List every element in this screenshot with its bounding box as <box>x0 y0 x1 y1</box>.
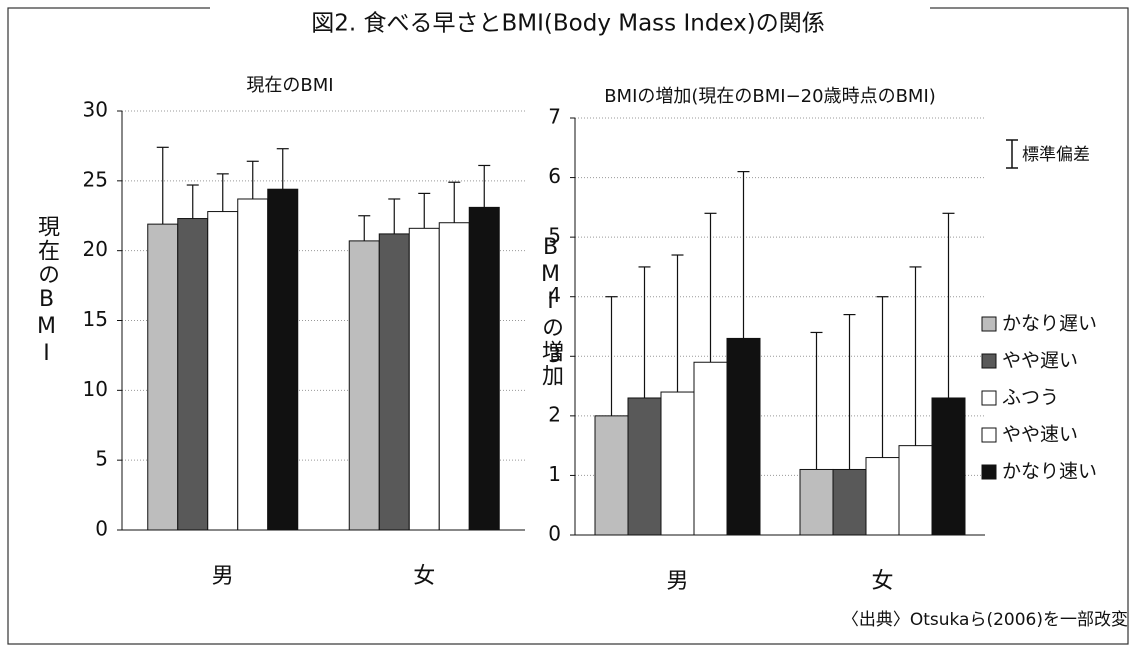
bar <box>594 415 629 536</box>
error-note: 標準偏差 <box>1022 145 1090 165</box>
source-note: 〈出典〉Otsukaら(2006)を一部改変 <box>842 610 1128 630</box>
bar <box>832 468 867 536</box>
y-tick-label: 0 <box>548 522 561 546</box>
bar <box>931 397 966 536</box>
y-tick-label: 2 <box>548 402 561 426</box>
bar <box>378 233 410 531</box>
y-axis-label: BMIの増加 <box>538 235 564 388</box>
legend-swatch <box>981 316 997 332</box>
bar <box>468 206 500 531</box>
x-tick-label: 女 <box>871 569 893 594</box>
bar <box>438 222 470 531</box>
bar <box>660 391 695 536</box>
bar <box>693 361 728 536</box>
bar <box>726 337 761 536</box>
bar <box>408 227 440 531</box>
y-tick-label: 0 <box>95 517 108 541</box>
figure-title: 図2. 食べる早さとBMI(Body Mass Index)の関係 <box>311 11 825 37</box>
bar <box>627 397 662 536</box>
bar <box>348 240 380 531</box>
bar <box>799 468 834 536</box>
x-tick-label: 男 <box>666 569 688 594</box>
legend-swatch <box>981 390 997 406</box>
x-tick-label: 男 <box>212 564 234 589</box>
y-tick-label: 6 <box>548 164 561 188</box>
bar <box>207 211 239 531</box>
y-tick-label: 4 <box>548 283 561 307</box>
bar <box>898 445 933 536</box>
y-tick-label: 1 <box>548 462 561 486</box>
y-tick-label: 25 <box>83 167 108 191</box>
y-tick-label: 5 <box>548 224 561 248</box>
legend-label: やや遅い <box>1002 350 1078 372</box>
legend-label: やや速い <box>1002 424 1078 446</box>
title-backdrop <box>210 0 930 30</box>
legend-label: ふつう <box>1002 387 1059 409</box>
y-tick-label: 10 <box>83 377 108 401</box>
x-tick-label: 女 <box>413 564 435 589</box>
bar <box>237 198 269 531</box>
legend-label: かなり遅い <box>1002 313 1097 335</box>
y-tick-label: 30 <box>83 98 108 122</box>
legend-swatch <box>981 464 997 480</box>
y-tick-label: 20 <box>83 237 108 261</box>
y-tick-label: 5 <box>95 447 108 471</box>
chart-title: BMIの増加(現在のBMI−20歳時点のBMI) <box>604 86 936 107</box>
y-tick-label: 7 <box>548 105 561 129</box>
bar <box>147 223 179 531</box>
legend-swatch <box>981 427 997 443</box>
chart-title: 現在のBMI <box>246 75 333 96</box>
y-tick-label: 15 <box>83 307 108 331</box>
y-tick-label: 3 <box>548 343 561 367</box>
legend-label: かなり速い <box>1002 461 1097 483</box>
y-axis-label: 現在のBMI <box>34 215 60 368</box>
bar <box>177 218 209 531</box>
bar <box>865 457 900 536</box>
bar <box>267 188 299 531</box>
legend-swatch <box>981 353 997 369</box>
